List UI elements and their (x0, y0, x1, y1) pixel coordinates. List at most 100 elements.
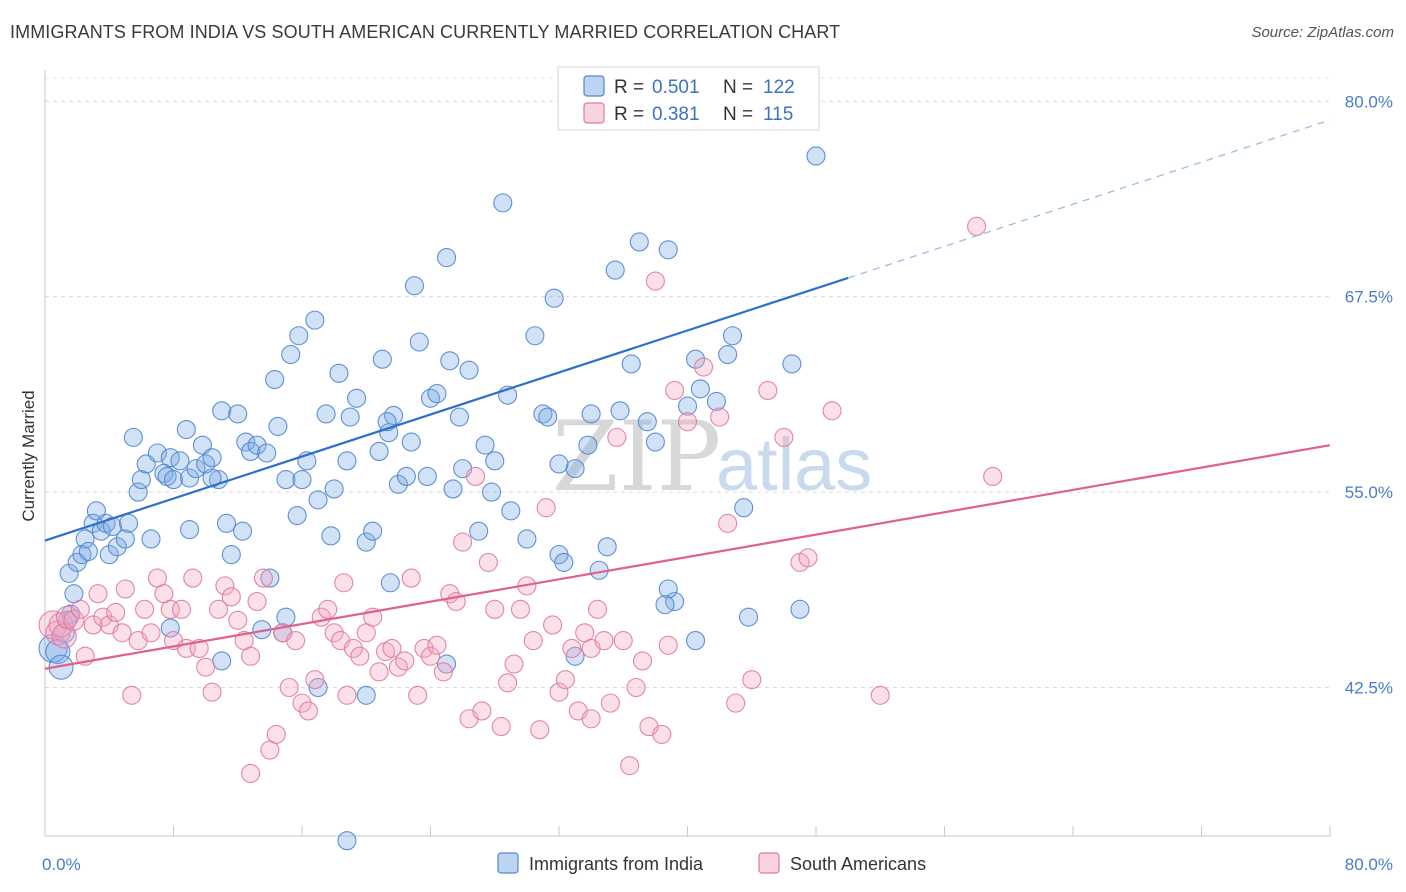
point-s0-75 (409, 332, 429, 352)
point-s0-6 (59, 563, 79, 583)
point-s1-82 (549, 682, 569, 702)
point-s0-56 (305, 310, 325, 330)
point-s0-79 (437, 248, 457, 268)
data-points (38, 146, 1003, 851)
point-s0-106 (629, 232, 649, 252)
point-s1-32 (228, 610, 248, 630)
point-s1-104 (718, 513, 738, 533)
point-s0-57 (308, 490, 328, 510)
point-s0-117 (738, 607, 759, 627)
point-s0-72 (396, 466, 416, 486)
point-s1-110 (798, 548, 818, 568)
point-s0-114 (718, 344, 738, 365)
point-s1-42 (292, 693, 312, 713)
point-s0-84 (469, 521, 489, 541)
point-s0-59 (321, 526, 341, 546)
point-s1-54 (369, 662, 389, 682)
point-s1-112 (870, 685, 890, 705)
point-s1-81 (543, 615, 563, 635)
point-s0-121 (790, 599, 810, 619)
point-s0-30 (163, 470, 184, 490)
legend-label-india: Immigrants from India (529, 854, 704, 874)
point-s0-78 (427, 384, 447, 404)
point-s0-104 (610, 401, 630, 421)
chart-title: IMMIGRANTS FROM INDIA VS SOUTH AMERICAN … (10, 22, 841, 42)
point-s0-134 (308, 677, 328, 698)
point-s1-102 (694, 357, 714, 377)
point-s1-72 (485, 599, 505, 619)
point-s0-34 (186, 459, 206, 479)
point-s1-9 (88, 584, 108, 604)
point-s1-69 (465, 466, 486, 486)
stats-legend-r-label-india: R = (614, 77, 644, 98)
point-s0-16 (99, 545, 119, 565)
point-s1-73 (491, 717, 511, 737)
point-s1-44 (305, 670, 325, 690)
point-s0-64 (347, 388, 367, 408)
point-s0-40 (216, 513, 237, 533)
point-s0-41 (221, 545, 241, 565)
point-s0-58 (316, 404, 336, 424)
point-s0-128 (212, 651, 232, 671)
point-s1-8 (83, 615, 103, 635)
x-tick-label-1: 80.0% (1345, 855, 1393, 874)
stats-legend-n-value-india: 122 (763, 77, 795, 98)
point-s1-21 (160, 599, 180, 619)
y-axis-label: Currently Married (19, 390, 38, 521)
point-s0-111 (685, 349, 706, 369)
point-s1-60 (408, 685, 428, 705)
point-s1-84 (562, 638, 582, 658)
stats-legend-swatch-india (583, 75, 605, 97)
point-s0-1 (45, 638, 71, 665)
y-tick-label-3: 80.0% (1345, 92, 1393, 111)
point-s1-98 (652, 724, 672, 744)
point-s0-47 (257, 443, 277, 463)
point-s1-40 (279, 677, 299, 698)
point-s0-124 (287, 505, 307, 526)
point-s1-49 (337, 685, 357, 705)
legend-swatch-india (497, 852, 519, 874)
point-s1-26 (189, 638, 209, 658)
point-s1-111 (822, 401, 842, 421)
point-s0-108 (645, 432, 665, 452)
point-s1-30 (215, 576, 235, 596)
point-s1-91 (607, 427, 627, 447)
point-s0-20 (118, 513, 139, 533)
point-s0-38 (208, 470, 229, 490)
x-tick-label-0: 0.0% (42, 855, 81, 874)
point-s0-113 (706, 391, 726, 411)
point-s0-120 (782, 354, 802, 374)
trend-line-s0-extension (847, 119, 1331, 279)
point-s1-47 (324, 623, 344, 643)
point-s0-107 (637, 412, 657, 432)
trend-line-s1 (44, 444, 1331, 670)
point-s0-99 (578, 435, 598, 455)
y-tick-labels: 42.5% 55.0% 67.5% 80.0% (1345, 92, 1393, 697)
point-s0-100 (581, 404, 601, 424)
point-s0-140 (160, 618, 180, 638)
point-s1-100 (665, 380, 685, 401)
point-s0-109 (658, 240, 678, 260)
point-s0-44 (236, 432, 256, 452)
point-s0-129 (437, 654, 457, 674)
point-s1-95 (632, 651, 653, 671)
point-s0-32 (176, 420, 196, 440)
point-s1-70 (472, 701, 492, 721)
point-s1-90 (600, 693, 620, 713)
point-s1-63 (427, 635, 447, 655)
point-s0-48 (260, 568, 280, 588)
point-s0-37 (202, 448, 222, 468)
series-legend: Immigrants from India South Americans (497, 852, 926, 874)
stats-legend-n-label-india: N = (723, 77, 753, 98)
point-s1-75 (504, 654, 524, 674)
point-s0-122 (806, 146, 826, 166)
point-s0-90 (501, 501, 521, 521)
point-s1-93 (620, 756, 640, 776)
point-s0-132 (443, 479, 463, 499)
point-s0-81 (449, 407, 469, 427)
point-s0-118 (685, 631, 706, 651)
watermark-atlas: atlas (716, 423, 872, 506)
point-s1-50 (343, 638, 363, 658)
point-s1-78 (523, 631, 543, 651)
point-s0-67 (369, 441, 389, 461)
